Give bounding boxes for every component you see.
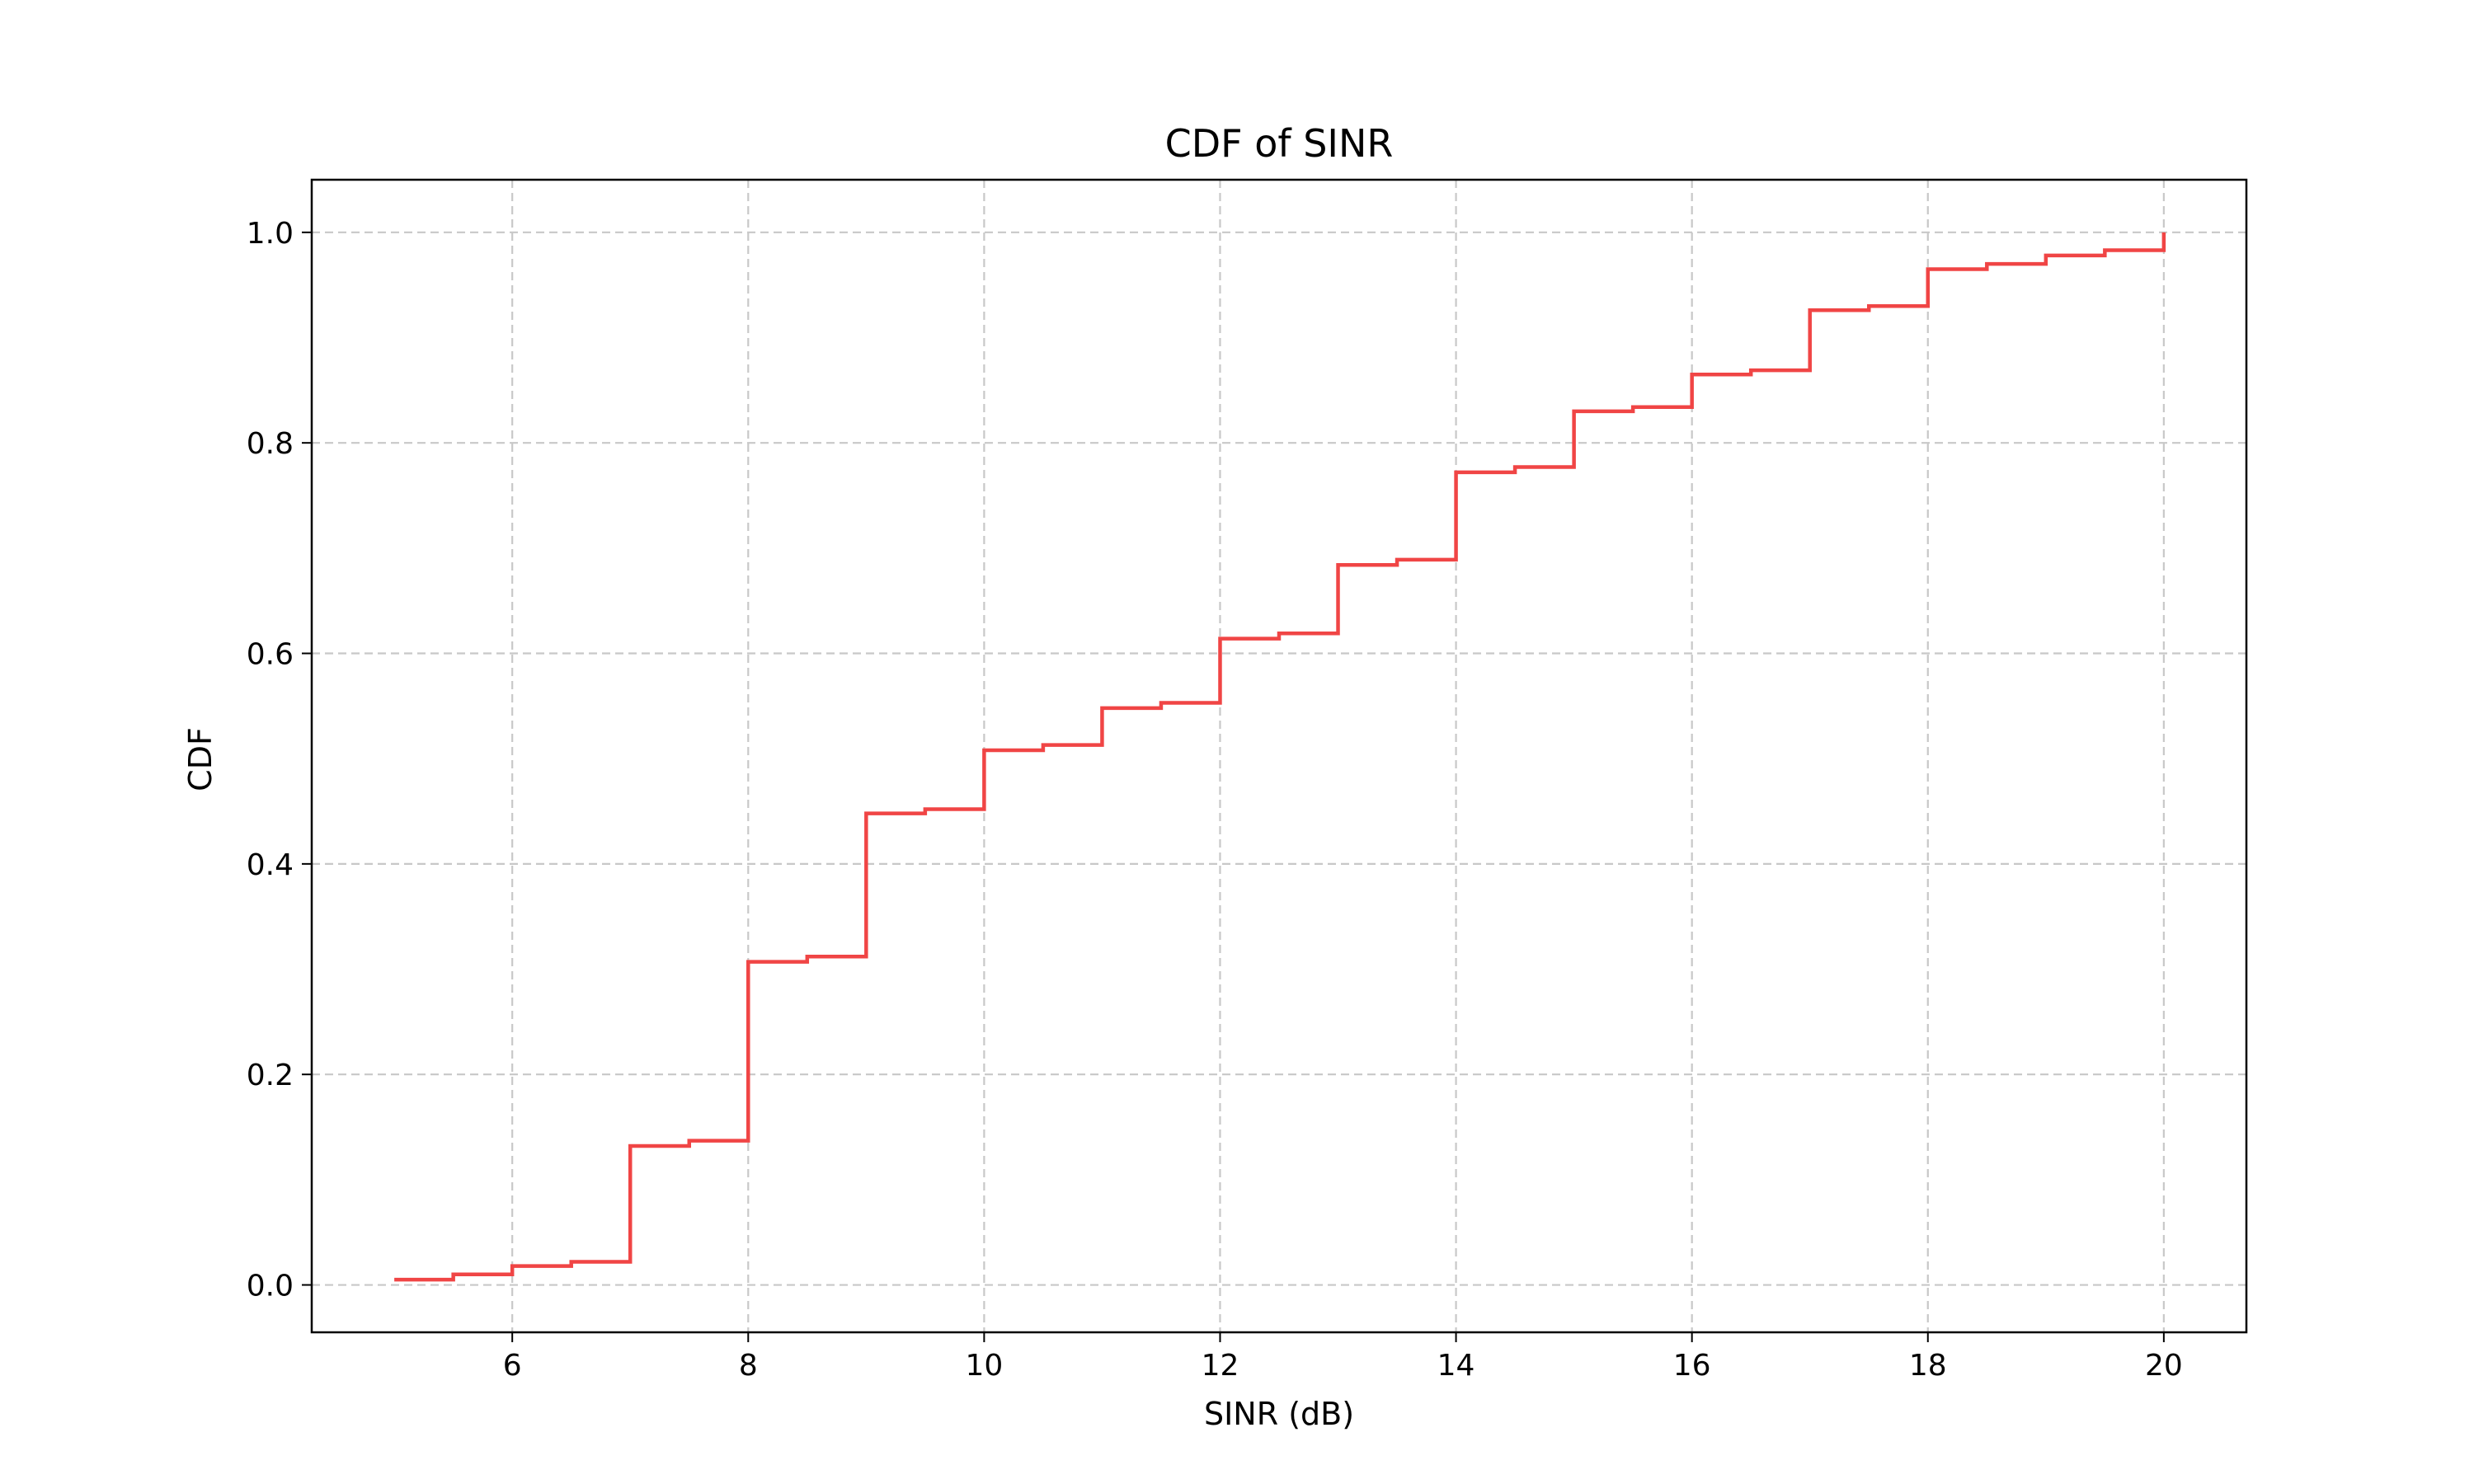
- chart-title: CDF of SINR: [1165, 121, 1394, 166]
- y-tick-label: 0.0: [247, 1270, 294, 1303]
- x-tick-label: 16: [1673, 1349, 1711, 1383]
- x-tick-label: 12: [1202, 1349, 1239, 1383]
- x-axis-label: SINR (dB): [1204, 1396, 1354, 1432]
- plot-frame: [310, 178, 2248, 1334]
- x-tick-label: 6: [503, 1349, 522, 1383]
- x-tick-label: 8: [739, 1349, 758, 1383]
- x-tick-label: 14: [1437, 1349, 1475, 1383]
- x-tick-label: 18: [1909, 1349, 1947, 1383]
- y-tick-label: 1.0: [247, 217, 294, 251]
- cdf-step-line: [394, 232, 2166, 1282]
- y-axis-label: CDF: [182, 727, 219, 791]
- plot-area: 6 8 10 12 14 16 18 20 0.0 0.2 0.4 0.6 0.8 1.0: [247, 178, 2248, 1383]
- x-tick-label: 10: [965, 1349, 1003, 1383]
- x-tick-label: 20: [2145, 1349, 2183, 1383]
- y-tick-label: 0.8: [247, 427, 294, 461]
- y-tick-label: 0.2: [247, 1059, 294, 1092]
- y-tick-label: 0.4: [247, 848, 294, 882]
- y-tick-label: 0.6: [247, 638, 294, 672]
